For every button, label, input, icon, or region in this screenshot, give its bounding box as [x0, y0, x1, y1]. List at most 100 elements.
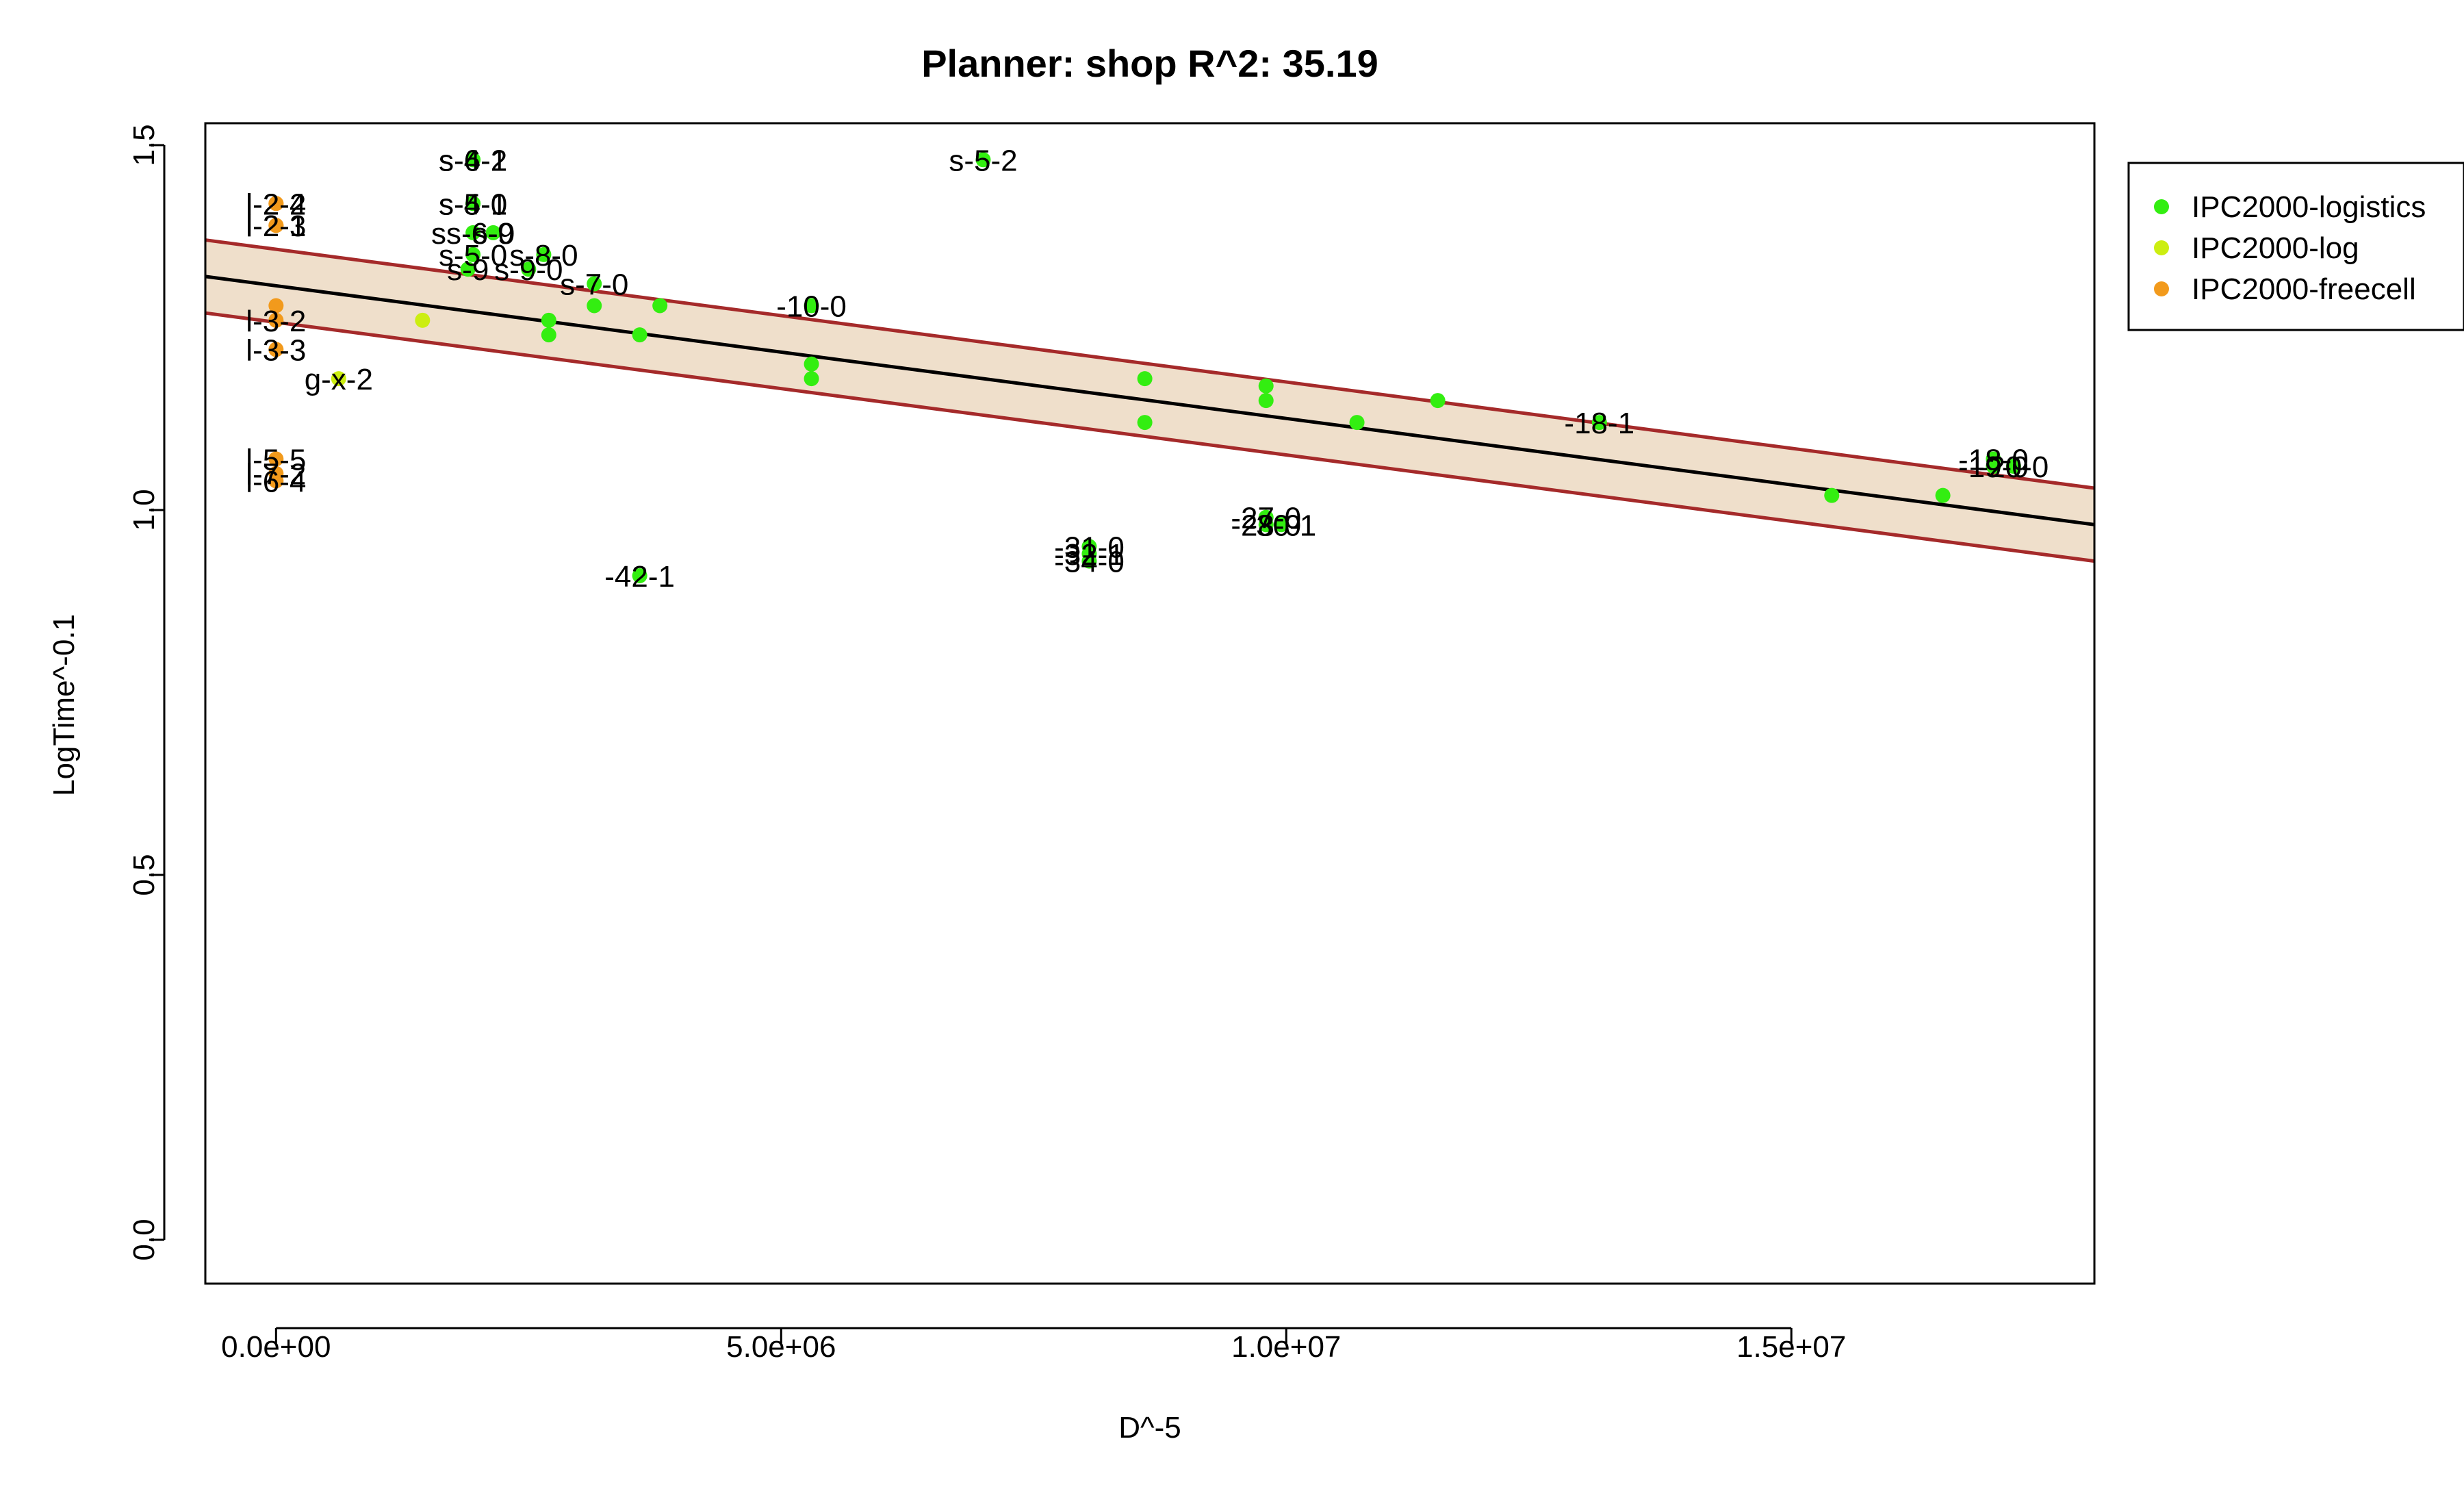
point-label: -18-0	[1958, 443, 2029, 476]
data-point	[1258, 378, 1274, 394]
point-label: -19-0	[1958, 450, 2029, 484]
x-tick-label: 0.0e+00	[221, 1330, 331, 1364]
point-label: s-6-2	[439, 144, 507, 177]
point-label: s-4-0	[439, 188, 507, 221]
legend-marker	[2154, 281, 2169, 296]
point-label: l-7-2	[246, 458, 306, 492]
data-point	[804, 371, 819, 387]
legend-entry-label: IPC2000-freecell	[2192, 272, 2416, 306]
data-point	[632, 568, 647, 583]
point-label: -27-0	[1231, 502, 1301, 535]
point-label: l-2-4	[246, 188, 306, 221]
data-point	[1430, 393, 1446, 409]
data-point	[268, 218, 284, 233]
data-point	[465, 246, 481, 262]
point-label: l-3-3	[246, 333, 306, 367]
point-label: l-6-4	[246, 465, 306, 498]
legend-entry-label: IPC2000-log	[2192, 231, 2359, 265]
point-label: l-2-3	[246, 209, 306, 243]
data-point	[1591, 415, 1607, 431]
data-point	[465, 225, 481, 240]
y-tick-label: 1.5	[127, 124, 161, 166]
data-point	[268, 342, 284, 357]
point-label: s-7-0	[560, 268, 628, 302]
y-axis: 0.0 0.5 1.0 1.5	[127, 124, 166, 1261]
point-labels: s-6-2s-4-1 s-5-2s-4-0s-5-1ss-6-0s-9s-5-0 s…	[246, 144, 2049, 594]
point-label: -32-1	[1054, 538, 1125, 572]
point-label: g-x-2	[305, 363, 373, 396]
point-label: s-8-0	[509, 239, 578, 272]
point-label: -28-0	[1231, 509, 1301, 542]
data-point	[587, 298, 602, 314]
legend-marker	[2154, 199, 2169, 214]
point-label: s-5-0	[439, 239, 507, 272]
legend: IPC2000-logistics IPC2000-log IPC2000-free…	[2127, 162, 2464, 331]
legend-marker	[2154, 240, 2169, 255]
data-point	[268, 473, 284, 489]
point-label: s-4-1	[439, 144, 507, 177]
x-tick-label: 5.0e+06	[726, 1330, 836, 1364]
point-label: -34-0	[1054, 546, 1125, 579]
point-label: -31-0	[1054, 531, 1125, 564]
data-point	[652, 298, 668, 314]
data-point	[1137, 415, 1153, 431]
data-point	[460, 262, 476, 277]
data-point	[804, 298, 819, 314]
data-point	[1258, 517, 1274, 533]
data-point	[1349, 415, 1365, 431]
data-point	[465, 196, 481, 212]
point-label: l-2-1	[246, 209, 306, 243]
point-label: ss-6-0	[431, 217, 515, 251]
data-point	[331, 371, 346, 387]
data-point	[268, 196, 284, 212]
legend-entry-label: IPC2000-logistics	[2192, 190, 2426, 224]
point-label: s-9	[472, 217, 514, 251]
data-point	[541, 312, 556, 328]
x-axis: 0.0e+00 5.0e+06 1.0e+07 1.5e+07	[221, 1327, 1846, 1364]
data-point	[1935, 487, 1951, 503]
plot-frame	[204, 122, 2096, 1285]
data-point	[1258, 393, 1274, 409]
data-point	[1137, 371, 1153, 387]
data-point	[2005, 459, 2021, 474]
x-tick-label: 1.0e+07	[1231, 1330, 1341, 1364]
data-point	[1081, 553, 1097, 569]
data-point	[536, 246, 552, 262]
data-point	[975, 152, 991, 168]
point-label: s-5-2	[949, 144, 1017, 177]
point-label: l-2-2	[246, 188, 306, 221]
data-point	[1273, 517, 1289, 533]
point-label: -42-1	[604, 560, 675, 594]
data-point	[521, 262, 537, 277]
data-point	[587, 276, 602, 292]
y-tick-label: 0.0	[127, 1219, 161, 1260]
data-point	[1986, 459, 2001, 474]
y-tick-label: 1.0	[127, 489, 161, 531]
point-label: -20-0	[1979, 450, 2049, 484]
y-axis-label: LogTime^-0.1	[47, 614, 81, 796]
y-tick-label: 0.5	[127, 854, 161, 895]
upper-bound-line	[205, 238, 2095, 490]
data-point	[268, 451, 284, 467]
point-label: -30-1	[1246, 509, 1317, 542]
point-label: s-9	[447, 253, 489, 287]
data-point	[632, 327, 647, 343]
point-label: s-9-0	[494, 253, 563, 287]
data-point	[268, 312, 284, 328]
data-point	[415, 312, 431, 328]
point-label: -18-1	[1564, 407, 1634, 440]
data-point	[465, 152, 481, 168]
lower-bound-line	[205, 311, 2095, 563]
chart-title: Planner: shop R^2: 35.19	[921, 42, 1378, 85]
data-points	[268, 152, 2021, 583]
regression-fit-line	[205, 275, 2095, 526]
point-label: l-3-2	[246, 305, 306, 338]
data-point	[804, 356, 819, 372]
legend-box	[2127, 162, 2464, 331]
data-point	[485, 225, 501, 240]
x-tick-label: 1.5e+07	[1736, 1330, 1846, 1364]
x-axis-label: D^-5	[1118, 1411, 1181, 1445]
data-point	[268, 298, 284, 314]
regression-lines	[205, 238, 2095, 563]
point-label: -10-0	[776, 290, 847, 324]
